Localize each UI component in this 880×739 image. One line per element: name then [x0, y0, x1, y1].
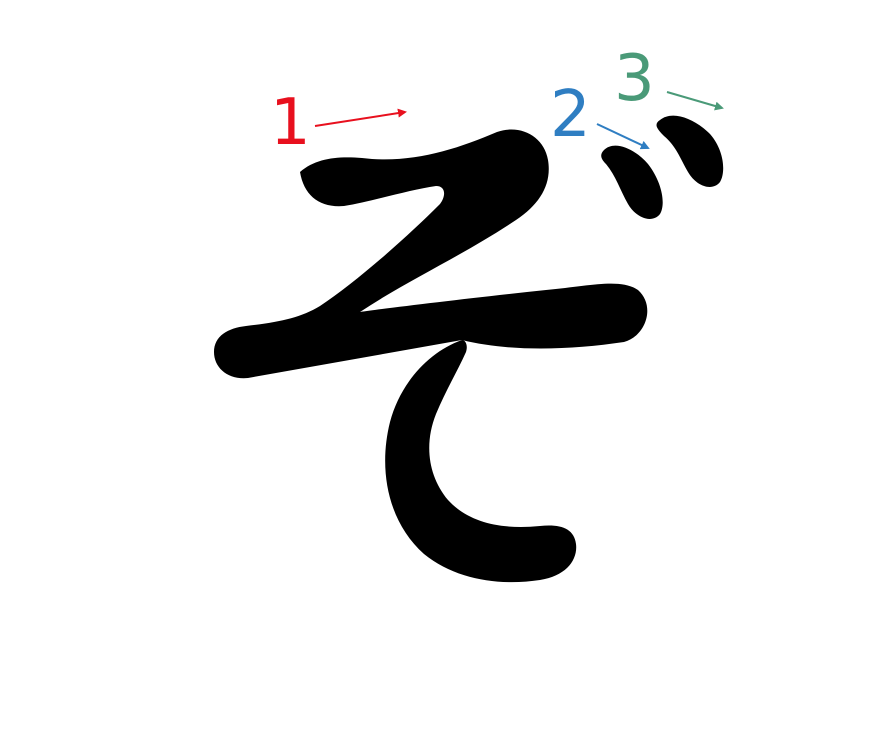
step-number-1: 1	[270, 86, 311, 160]
step-number-2: 2	[550, 78, 591, 152]
arrow-down-right-icon	[596, 123, 650, 150]
glyph-stroke-zigzag	[214, 129, 648, 379]
stroke-order-step-3: 3	[614, 42, 724, 116]
dakuten-mark-right	[656, 115, 724, 187]
arrow-right-icon	[314, 108, 407, 127]
stroke-order-step-1: 1	[270, 86, 407, 160]
glyph-stroke-curve	[385, 340, 577, 583]
dakuten-mark-left	[601, 145, 663, 219]
arrow-down-right-icon	[666, 91, 724, 111]
stroke-order-step-2: 2	[550, 78, 650, 152]
hiragana-zo-glyph	[214, 115, 724, 583]
step-number-3: 3	[614, 42, 655, 116]
